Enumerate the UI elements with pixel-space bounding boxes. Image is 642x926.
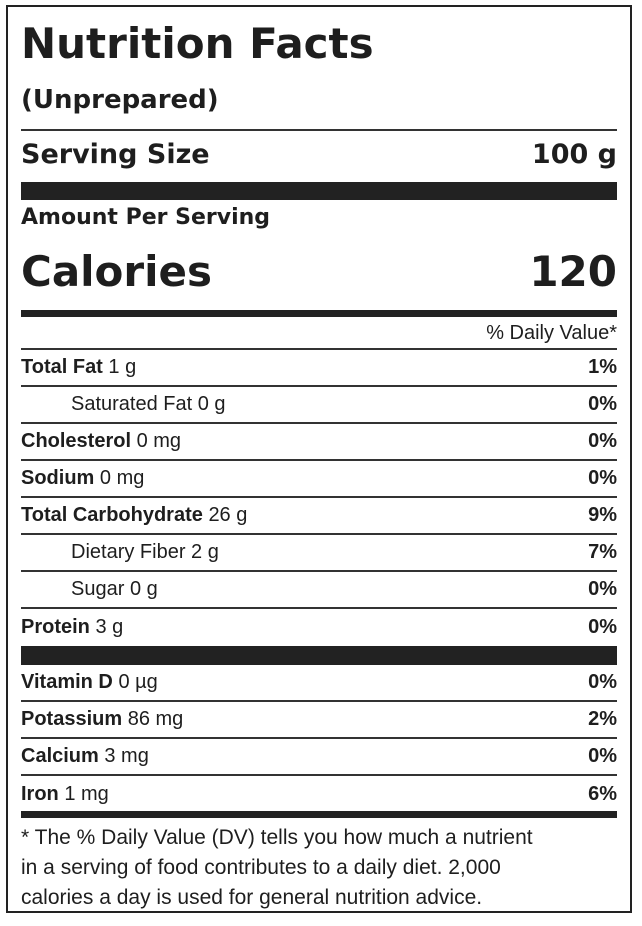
nutrient-row: Total Fat 1 g 1% — [21, 350, 617, 387]
nutrient-row: Saturated Fat 0 g 0% — [21, 387, 617, 424]
serving-row: Serving Size 100 g — [21, 139, 617, 170]
nutrient-label: Saturated Fat 0 g — [21, 393, 226, 416]
daily-value: 0% — [588, 671, 617, 693]
subtitle: (Unprepared) — [21, 85, 219, 115]
calories-label: Calories — [21, 247, 213, 296]
nutrient-amount: 0 mg — [99, 467, 145, 489]
medium-divider — [21, 310, 617, 317]
nutrient-name: Sodium — [21, 467, 95, 489]
nutrient-name: Cholesterol — [21, 430, 132, 452]
daily-value: 0% — [588, 745, 617, 767]
daily-value: 0% — [588, 467, 617, 489]
nutrient-amount: 1 mg — [64, 783, 109, 805]
nutrient-label: Sugar 0 g — [21, 578, 158, 601]
daily-value: 0% — [588, 430, 617, 452]
nutrient-row: Sodium 0 mg 0% — [21, 461, 617, 498]
nutrient-name: Total Carbohydrate — [21, 504, 203, 526]
nutrient-amount: 0 mg — [136, 430, 182, 452]
nutrient-name: Vitamin D — [21, 671, 113, 693]
divider — [21, 348, 617, 350]
nutrient-row: Calcium 3 mg 0% — [21, 739, 617, 776]
nutrient-amount: 1 g — [108, 356, 137, 378]
nutrient-name: Total Fat — [21, 356, 103, 378]
nutrient-label: Iron 1 mg — [21, 783, 109, 806]
nutrient-row: Protein 3 g 0% — [21, 609, 617, 646]
footnote-line: * The % Daily Value (DV) tells you how m… — [21, 826, 533, 849]
calories-value: 120 — [529, 247, 617, 296]
footnote-line: calories a day is used for general nutri… — [21, 886, 483, 909]
nutrient-name: Calcium — [21, 745, 99, 767]
nutrient-row: Sugar 0 g 0% — [21, 572, 617, 609]
nutrient-amount: 0 g — [197, 393, 226, 415]
thick-divider — [21, 646, 617, 665]
daily-value: 7% — [588, 541, 617, 563]
nutrient-row: Iron 1 mg 6% — [21, 776, 617, 813]
nutrient-amount: 3 g — [95, 616, 124, 638]
nutrient-name: Dietary Fiber — [71, 541, 186, 563]
nutrient-amount: 0 µg — [118, 671, 158, 693]
nutrient-amount: 2 g — [191, 541, 219, 563]
daily-value-header: % Daily Value* — [486, 322, 617, 344]
nutrient-name: Sugar — [71, 578, 125, 600]
nutrient-name: Potassium — [21, 708, 123, 730]
thick-divider — [21, 182, 617, 200]
daily-value: 6% — [588, 783, 617, 805]
nutrition-label: Nutrition Facts (Unprepared) Serving Siz… — [6, 5, 632, 913]
daily-value: 0% — [588, 393, 617, 415]
daily-value: 9% — [588, 504, 617, 526]
nutrient-row: Potassium 86 mg 2% — [21, 702, 617, 739]
daily-value: 0% — [588, 578, 617, 600]
title: Nutrition Facts — [21, 19, 374, 68]
nutrient-label: Total Carbohydrate 26 g — [21, 504, 247, 527]
daily-value: 2% — [588, 708, 617, 730]
nutrient-label: Dietary Fiber 2 g — [21, 541, 219, 564]
nutrient-label: Potassium 86 mg — [21, 708, 183, 731]
nutrient-label: Vitamin D 0 µg — [21, 671, 158, 694]
nutrient-label: Protein 3 g — [21, 616, 123, 639]
nutrient-row: Vitamin D 0 µg 0% — [21, 665, 617, 702]
medium-divider — [21, 811, 617, 818]
divider — [21, 129, 617, 131]
nutrient-amount: 0 g — [129, 578, 158, 600]
footnote-line: in a serving of food contributes to a da… — [21, 856, 501, 879]
nutrient-name: Iron — [21, 783, 59, 805]
nutrient-name: Saturated Fat — [71, 393, 193, 415]
nutrient-row: Total Carbohydrate 26 g 9% — [21, 498, 617, 535]
nutrient-label: Calcium 3 mg — [21, 745, 149, 768]
daily-value: 1% — [588, 356, 617, 378]
nutrient-amount: 3 mg — [104, 745, 149, 767]
nutrient-amount: 86 mg — [127, 708, 184, 730]
serving-label: Serving Size — [21, 139, 210, 170]
nutrient-label: Sodium 0 mg — [21, 467, 144, 490]
nutrient-name: Protein — [21, 616, 90, 638]
serving-value: 100 g — [531, 139, 617, 170]
nutrient-label: Total Fat 1 g — [21, 356, 136, 379]
nutrient-row: Dietary Fiber 2 g 7% — [21, 535, 617, 572]
daily-value: 0% — [588, 616, 617, 638]
nutrient-label: Cholesterol 0 mg — [21, 430, 181, 453]
calories-row: Calories 120 — [21, 247, 617, 296]
amount-per-serving: Amount Per Serving — [21, 205, 271, 230]
nutrient-amount: 26 g — [208, 504, 248, 526]
nutrient-row: Cholesterol 0 mg 0% — [21, 424, 617, 461]
